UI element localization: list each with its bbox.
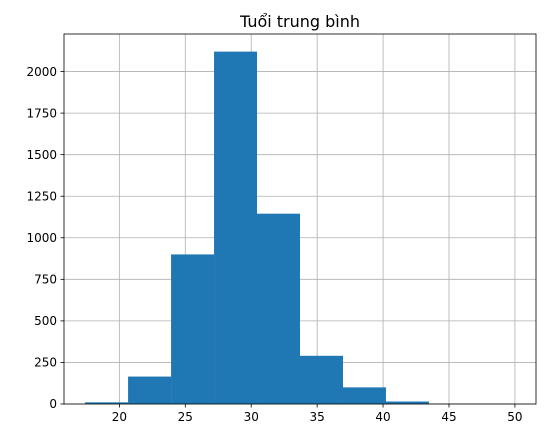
y-axis: 0 250 500 750 1000 1250 1500 1750 2000 bbox=[26, 65, 64, 411]
y-tick-label: 500 bbox=[34, 314, 57, 328]
y-tick-label: 250 bbox=[34, 356, 57, 370]
x-tick-label: 30 bbox=[244, 410, 259, 424]
y-tick-label: 1000 bbox=[26, 231, 57, 245]
x-axis: 20 25 30 35 40 45 50 bbox=[112, 404, 523, 424]
y-tick-label: 1500 bbox=[26, 148, 57, 162]
x-tick-label: 25 bbox=[178, 410, 193, 424]
chart-title: Tuổi trung bình bbox=[239, 12, 360, 31]
plot-frame bbox=[63, 33, 537, 405]
y-tick-label: 2000 bbox=[26, 65, 57, 79]
histogram-bar bbox=[257, 213, 300, 404]
grid bbox=[64, 34, 536, 405]
x-tick-label: 35 bbox=[309, 410, 324, 424]
y-tick-label: 750 bbox=[34, 273, 57, 287]
histogram-bar bbox=[342, 387, 386, 404]
x-tick-label: 45 bbox=[441, 410, 456, 424]
histogram-bars bbox=[85, 51, 515, 404]
histogram-bar bbox=[214, 51, 258, 404]
x-tick-label: 20 bbox=[112, 410, 127, 424]
y-tick-label: 1250 bbox=[26, 189, 57, 203]
histogram-bar bbox=[385, 401, 429, 404]
histogram-bar bbox=[171, 254, 215, 404]
x-tick-label: 50 bbox=[507, 410, 522, 424]
x-tick-label: 40 bbox=[375, 410, 390, 424]
y-tick-label: 1750 bbox=[26, 106, 57, 120]
histogram-bar bbox=[85, 402, 129, 404]
histogram-bar bbox=[300, 355, 343, 404]
y-tick-label: 0 bbox=[49, 397, 57, 411]
histogram-bar bbox=[128, 376, 172, 404]
